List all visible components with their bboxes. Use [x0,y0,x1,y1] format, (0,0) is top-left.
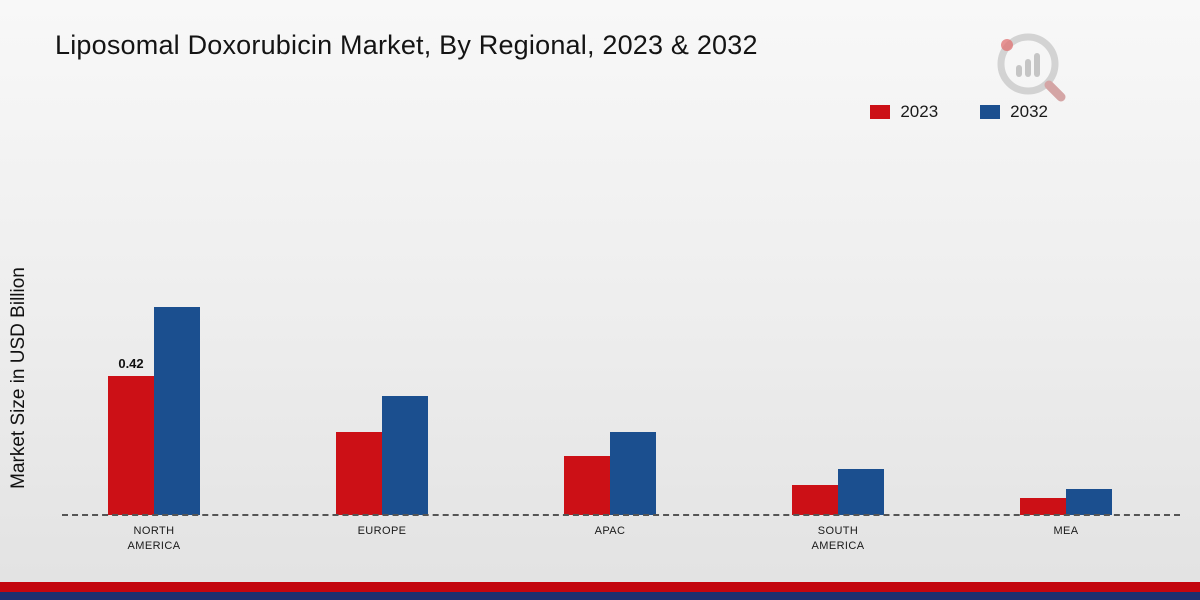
category-label: NORTH AMERICA [127,525,181,553]
bar-2023-mea [1020,498,1066,515]
bar-group: APAC [496,0,724,537]
bar-pair [792,469,884,515]
category-label: SOUTH AMERICA [811,525,865,553]
footer-stripe-red [0,582,1200,592]
category-label: EUROPE [357,525,407,537]
bar-2032-apac [610,432,656,515]
bar-2023-south-america [792,485,838,515]
category-label: MEA [1053,525,1079,537]
bar-chart: 0.42 NORTH AMERICA EUROPE APAC SOUTH AMERICA… [40,0,1180,552]
legend-label: 2032 [1010,102,1048,121]
bar-group: SOUTH AMERICA [724,0,952,552]
bar-group: EUROPE [268,0,496,537]
bar-pair [1020,489,1112,515]
bar-pair: 0.42 [108,307,200,515]
bar-2032-mea [1066,489,1112,515]
bar-2032-south-america [838,469,884,515]
bar-group: 0.42 NORTH AMERICA [40,0,268,552]
bar-group: MEA [952,0,1180,537]
legend-item-2032: 2032 [980,102,1048,122]
bar-2032-north-america [154,307,200,515]
bar-2023-europe [336,432,382,515]
legend-item-2023: 2023 [870,102,938,122]
legend: 2023 2032 [870,102,1048,122]
bar-pair [336,396,428,515]
brand-logo-icon [997,33,1066,102]
category-label: APAC [594,525,626,537]
x-axis-line [62,514,1180,516]
bar-2032-europe [382,396,428,515]
bar-groups: 0.42 NORTH AMERICA EUROPE APAC SOUTH AMERICA… [40,0,1180,552]
bar-pair [564,432,656,515]
legend-swatch-2032 [980,105,1001,119]
footer-stripe-navy [0,592,1200,600]
chart-title: Liposomal Doxorubicin Market, By Regiona… [55,30,758,60]
legend-swatch-2023 [870,105,891,119]
bar-2023-north-america: 0.42 [108,356,154,515]
legend-label: 2023 [900,102,939,121]
bar-value-label: 0.42 [118,356,144,371]
y-axis-label: Market Size in USD Billion [8,267,29,489]
bar-2023-apac [564,456,610,515]
